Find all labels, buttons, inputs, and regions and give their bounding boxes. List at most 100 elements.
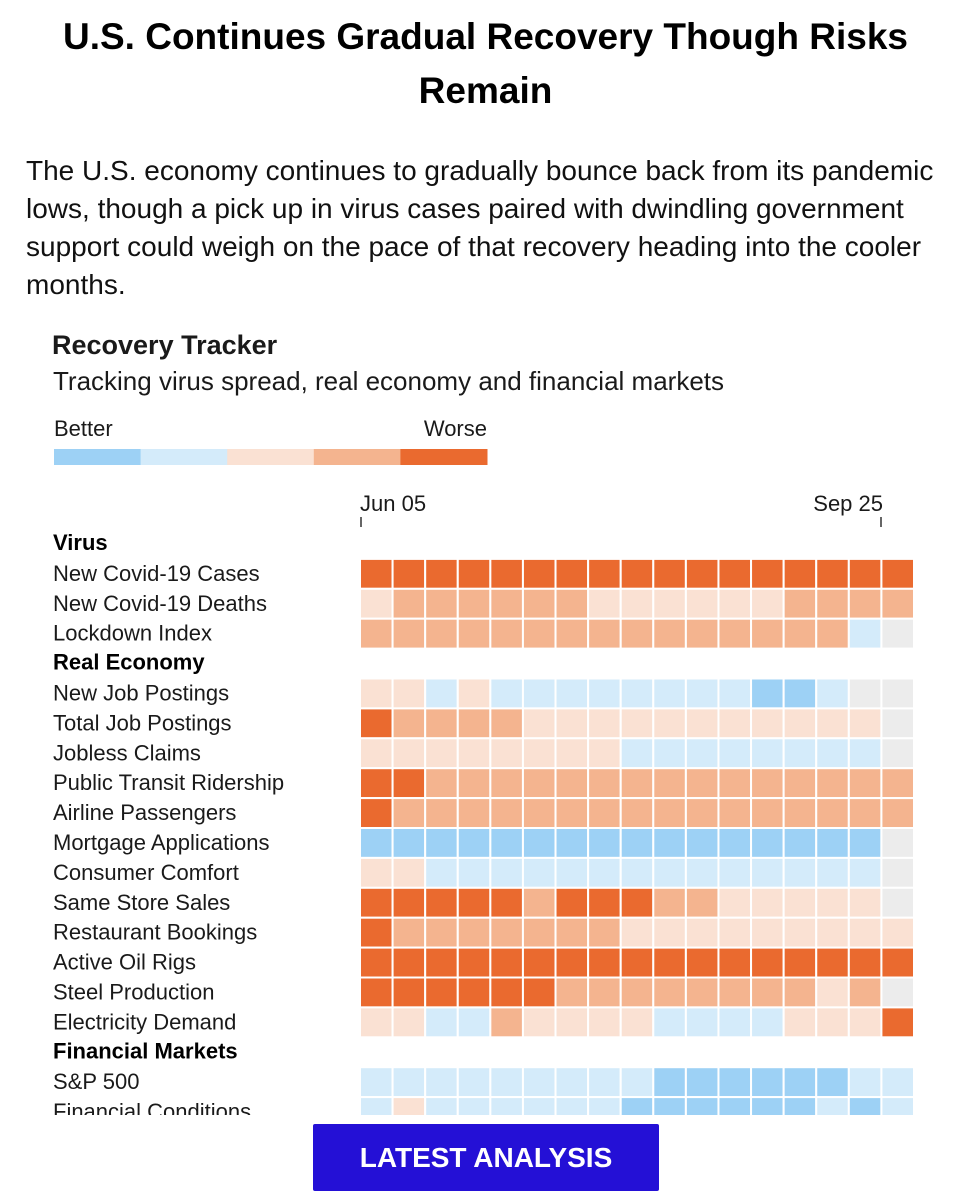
heatmap-cell bbox=[652, 617, 687, 650]
heatmap-cell bbox=[619, 886, 655, 919]
heatmap-cell bbox=[489, 1066, 524, 1099]
heatmap-cell bbox=[424, 1096, 459, 1115]
heatmap-cell bbox=[782, 587, 818, 620]
row-label: Financial Conditions bbox=[53, 1099, 251, 1115]
heatmap-cell bbox=[717, 827, 753, 859]
heatmap-cell bbox=[684, 976, 720, 1009]
heatmap-cell bbox=[750, 946, 785, 979]
heatmap-cell bbox=[847, 587, 883, 620]
row-label: Same Store Sales bbox=[53, 890, 230, 915]
heatmap-cell bbox=[815, 797, 850, 830]
heatmap-cell bbox=[782, 946, 818, 979]
heatmap-cell bbox=[815, 677, 850, 710]
heatmap-cell bbox=[489, 886, 524, 919]
heatmap-cell bbox=[359, 946, 394, 979]
heatmap-cell bbox=[554, 1096, 590, 1115]
heatmap-cell bbox=[424, 557, 459, 590]
heatmap-cell bbox=[489, 617, 524, 650]
row-label: New Covid-19 Cases bbox=[53, 561, 260, 586]
heatmap-cell bbox=[489, 797, 524, 830]
latest-analysis-button[interactable]: LATEST ANALYSIS bbox=[313, 1124, 659, 1191]
heatmap-cell bbox=[847, 797, 883, 830]
heatmap-cell bbox=[717, 946, 753, 979]
heatmap-cell bbox=[521, 1006, 557, 1039]
heatmap-cell bbox=[750, 767, 785, 800]
heatmap-cell bbox=[717, 797, 753, 830]
heatmap-cell bbox=[619, 617, 655, 650]
row-label: Total Job Postings bbox=[53, 710, 232, 735]
heatmap-cell bbox=[652, 557, 687, 590]
heatmap-cell bbox=[391, 737, 427, 770]
heatmap-cell bbox=[684, 677, 720, 710]
heatmap-cell bbox=[587, 707, 622, 740]
heatmap-cell bbox=[652, 856, 687, 889]
heatmap-cell bbox=[424, 946, 459, 979]
heatmap-cell bbox=[717, 856, 753, 889]
heatmap-cell bbox=[554, 886, 590, 919]
heatmap-cell bbox=[652, 916, 687, 949]
heatmap-cell bbox=[391, 767, 427, 800]
heatmap-cell bbox=[554, 797, 590, 830]
row-label: Mortgage Applications bbox=[53, 830, 269, 855]
heatmap-cell bbox=[359, 737, 394, 770]
heatmap-cell bbox=[815, 1096, 850, 1115]
heatmap-cell bbox=[456, 797, 492, 830]
heatmap-cell bbox=[847, 1006, 883, 1039]
heatmap-cell bbox=[359, 1066, 394, 1099]
heatmap-cell bbox=[359, 886, 394, 919]
intro-paragraph: The U.S. economy continues to gradually … bbox=[26, 155, 934, 300]
heatmap-cell bbox=[424, 916, 459, 949]
heatmap-cell bbox=[424, 976, 459, 1009]
heatmap-cell bbox=[717, 557, 753, 590]
heatmap-cell bbox=[619, 856, 655, 889]
heatmap-cell bbox=[652, 1096, 687, 1115]
heatmap-cell bbox=[359, 1096, 394, 1115]
heatmap-cell bbox=[815, 856, 850, 889]
heatmap-cell bbox=[750, 707, 785, 740]
heatmap-cell bbox=[521, 617, 557, 650]
group-label: Virus bbox=[53, 530, 108, 555]
heatmap-cell bbox=[717, 677, 753, 710]
heatmap-cell bbox=[652, 827, 687, 859]
heatmap-cell bbox=[847, 856, 883, 889]
heatmap-cell bbox=[587, 1066, 622, 1099]
heatmap-cell bbox=[489, 587, 524, 620]
heatmap-cell bbox=[359, 976, 394, 1009]
heatmap-cell bbox=[456, 886, 492, 919]
heatmap-cell bbox=[424, 827, 459, 859]
heatmap-cell bbox=[554, 767, 590, 800]
heatmap-cell bbox=[359, 617, 394, 650]
row-label: Airline Passengers bbox=[53, 800, 236, 825]
heatmap-cell bbox=[587, 767, 622, 800]
heatmap-cell bbox=[815, 916, 850, 949]
heatmap-cell bbox=[880, 767, 915, 800]
heatmap-cell bbox=[554, 617, 590, 650]
row-label: Electricity Demand bbox=[53, 1009, 236, 1034]
heatmap-cell bbox=[684, 827, 720, 859]
heatmap-cell bbox=[456, 946, 492, 979]
heatmap-cell bbox=[587, 587, 622, 620]
heatmap-cell bbox=[554, 587, 590, 620]
heatmap-cell bbox=[391, 1006, 427, 1039]
heatmap-cell bbox=[684, 1096, 720, 1115]
heatmap-cell bbox=[782, 557, 818, 590]
heatmap-cell bbox=[489, 856, 524, 889]
heatmap-cell bbox=[652, 767, 687, 800]
heatmap-cell bbox=[359, 677, 394, 710]
heatmap-cell bbox=[587, 916, 622, 949]
heatmap-cell bbox=[684, 617, 720, 650]
heatmap-cell bbox=[391, 976, 427, 1009]
heatmap-cell bbox=[359, 557, 394, 590]
heatmap-cell bbox=[521, 767, 557, 800]
row-label: Lockdown Index bbox=[53, 621, 212, 646]
heatmap-cell bbox=[684, 737, 720, 770]
heatmap-cell bbox=[652, 587, 687, 620]
heatmap-cell bbox=[456, 827, 492, 859]
heatmap-cell bbox=[554, 856, 590, 889]
heatmap-cell bbox=[717, 1066, 753, 1099]
heatmap-cell bbox=[717, 976, 753, 1009]
heatmap-cell bbox=[815, 737, 850, 770]
heatmap-cell bbox=[489, 707, 524, 740]
heatmap-cell bbox=[391, 1096, 427, 1115]
heatmap-cell bbox=[684, 856, 720, 889]
